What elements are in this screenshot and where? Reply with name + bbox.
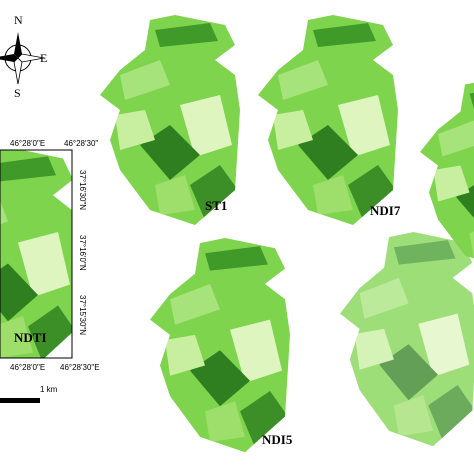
compass-south: S (14, 86, 21, 100)
bottom-tick: 46°28'0"E (10, 363, 45, 372)
field-map (258, 15, 398, 225)
scale-bar: 1 km (0, 385, 58, 403)
panel-label: ST1 (205, 198, 227, 213)
inset-map: 46°28'0"E 46°28'30" 37°16'30"N 37°16'0"N… (0, 139, 100, 372)
panel-label: NDTI (14, 330, 47, 345)
field-map (150, 238, 290, 452)
top-tick: 46°28'0"E (10, 139, 45, 148)
scale-label: 1 km (40, 385, 58, 394)
bottom-tick: 46°28'30"E (60, 363, 100, 372)
field-map (340, 232, 474, 446)
right-tick: 37°15'30"N (78, 295, 87, 335)
right-tick: 37°16'0"N (78, 235, 87, 271)
top-tick: 46°28'30" (64, 139, 98, 148)
panel-label: NDI5 (262, 432, 293, 447)
compass-east: E (40, 51, 47, 65)
panel-label: NDI7 (370, 203, 401, 218)
field-map (100, 15, 240, 225)
compass: N E S (0, 13, 47, 100)
compass-north: N (14, 13, 23, 27)
right-tick: 37°16'30"N (78, 170, 87, 210)
field-map-light (340, 232, 474, 446)
